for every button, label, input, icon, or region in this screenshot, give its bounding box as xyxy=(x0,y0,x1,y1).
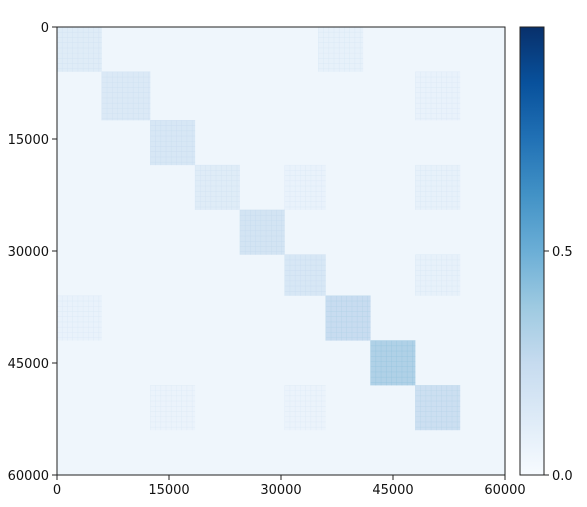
x-tick-label: 0 xyxy=(53,483,61,498)
y-tick-label: 0 xyxy=(41,21,49,36)
diagonal-block xyxy=(325,295,371,341)
colorbar-gradient xyxy=(519,26,545,476)
heatmap-plot-area xyxy=(56,26,506,476)
diagonal-block xyxy=(370,340,416,386)
x-tick-label: 15000 xyxy=(148,483,189,498)
y-tick-label: 15000 xyxy=(8,133,49,148)
x-tick-label: 45000 xyxy=(372,483,413,498)
diagonal-block xyxy=(415,385,461,431)
offdiagonal-block xyxy=(284,385,326,431)
y-tick-label: 45000 xyxy=(8,357,49,372)
colorbar-tick-label: 0.5 xyxy=(552,245,573,260)
diagonal-block xyxy=(195,165,240,210)
colorbar-tick-label: 0.0 xyxy=(552,469,573,484)
colorbar-ticks: 0.0 0.5 xyxy=(544,245,573,484)
diagonal-block xyxy=(150,120,196,166)
diagonal-block xyxy=(284,254,326,296)
offdiagonal-block xyxy=(284,165,326,210)
heatmap-cells xyxy=(56,26,461,431)
offdiagonal-block xyxy=(318,27,364,72)
x-axis: 0 15000 30000 45000 60000 xyxy=(53,475,526,498)
y-tick-label: 30000 xyxy=(8,245,49,260)
diagonal-block xyxy=(101,71,151,121)
diagonal-block xyxy=(57,27,102,72)
offdiagonal-block xyxy=(415,254,461,296)
y-axis: 0 15000 30000 45000 60000 xyxy=(8,21,57,484)
colorbar: 0.0 0.5 xyxy=(519,26,573,484)
x-tick-label: 60000 xyxy=(484,483,525,498)
y-tick-label: 60000 xyxy=(8,469,49,484)
offdiagonal-block xyxy=(57,295,102,341)
offdiagonal-block xyxy=(150,385,196,431)
diagonal-block xyxy=(239,209,285,255)
x-tick-label: 30000 xyxy=(260,483,301,498)
offdiagonal-block xyxy=(415,165,461,210)
offdiagonal-block xyxy=(415,71,461,121)
